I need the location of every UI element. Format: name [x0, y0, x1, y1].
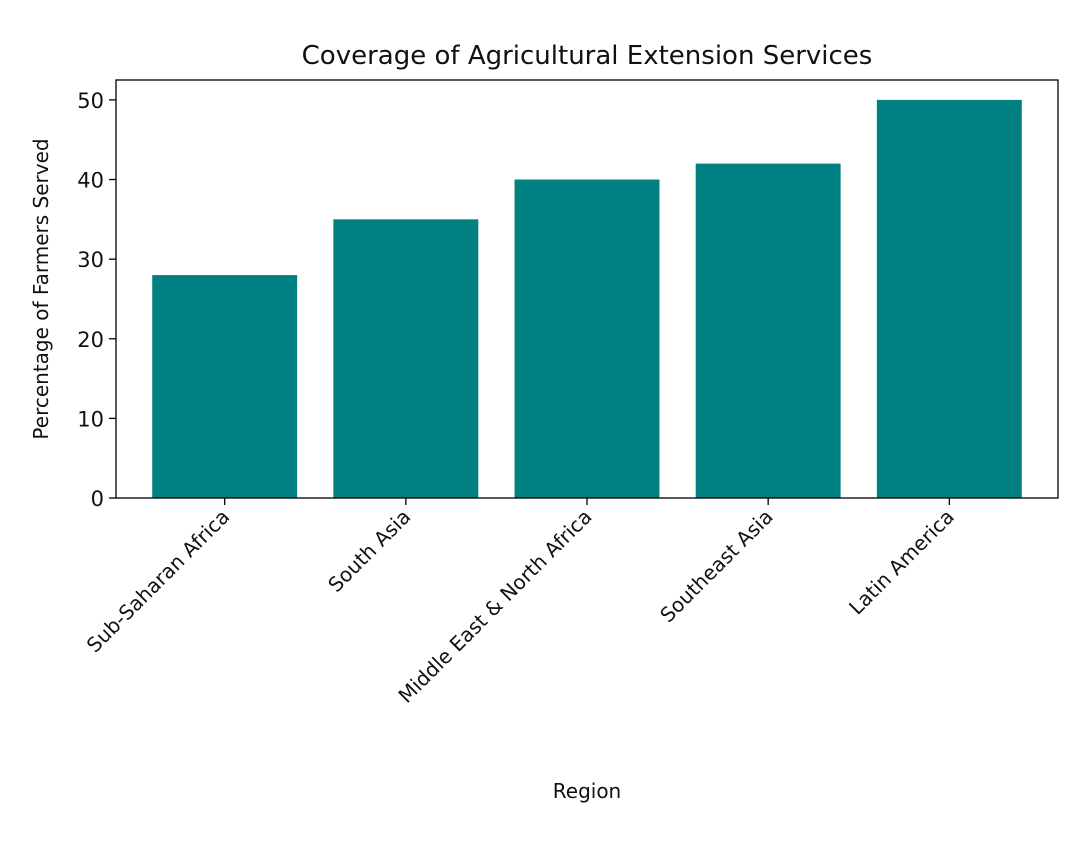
y-tick-label: 10	[77, 407, 104, 431]
y-tick-label: 40	[77, 169, 104, 193]
bar	[876, 99, 1022, 499]
chart-title: Coverage of Agricultural Extension Servi…	[302, 41, 873, 71]
x-tick-label: Latin America	[844, 505, 959, 620]
y-tick-label: 20	[77, 328, 104, 352]
y-axis-label: Percentage of Farmers Served	[29, 138, 53, 439]
y-tick-label: 0	[91, 487, 104, 511]
bar	[152, 275, 298, 498]
x-tick-label: Middle East & North Africa	[393, 505, 596, 708]
x-tick-label: South Asia	[323, 505, 415, 597]
x-axis-label: Region	[553, 779, 621, 803]
bar	[514, 179, 660, 498]
bar	[333, 219, 479, 499]
y-tick-label: 50	[77, 89, 104, 113]
x-tick-label: Sub-Saharan Africa	[82, 505, 235, 658]
bar	[695, 163, 841, 498]
x-tick-label: Southeast Asia	[655, 505, 777, 627]
y-tick-label: 30	[77, 248, 104, 272]
